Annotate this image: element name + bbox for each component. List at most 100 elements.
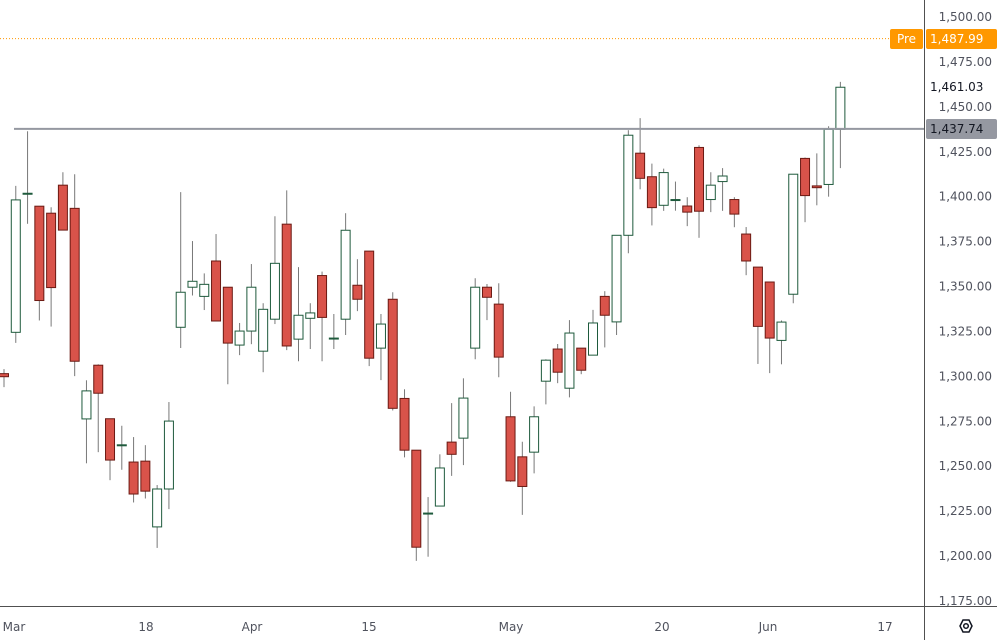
- candle-down[interactable]: [635, 152, 646, 179]
- candle-up[interactable]: [187, 280, 198, 288]
- candle-up[interactable]: [717, 175, 728, 183]
- time-tick-label: 18: [138, 620, 153, 634]
- price-tick-label: 1,275.00: [939, 414, 992, 428]
- price-tick-label: 1,350.00: [939, 280, 992, 294]
- candle-down[interactable]: [128, 461, 139, 495]
- candle-up[interactable]: [293, 314, 304, 340]
- candle-down[interactable]: [682, 205, 693, 213]
- candle-up[interactable]: [540, 359, 551, 382]
- time-tick-label: May: [499, 620, 524, 634]
- candle-up[interactable]: [470, 286, 481, 349]
- candle-up[interactable]: [269, 262, 280, 320]
- candle-down[interactable]: [505, 416, 516, 482]
- premarket-price-tag: 1,487.99: [926, 28, 997, 49]
- candle-down[interactable]: [317, 275, 328, 318]
- time-tick-label: 17: [877, 620, 892, 634]
- time-tick-label: Mar: [3, 620, 26, 634]
- candle-up[interactable]: [588, 322, 598, 356]
- candle-down[interactable]: [411, 449, 422, 548]
- candle-down[interactable]: [222, 286, 233, 344]
- price-tick-label: 1,375.00: [939, 235, 992, 249]
- candle-down[interactable]: [211, 260, 222, 322]
- candle-up[interactable]: [458, 397, 469, 439]
- candle-down[interactable]: [93, 364, 104, 394]
- candles-group: [0, 81, 846, 561]
- candle-up[interactable]: [81, 390, 92, 420]
- candle-up[interactable]: [564, 332, 575, 389]
- candle-up[interactable]: [163, 420, 174, 490]
- candle-down[interactable]: [0, 373, 9, 378]
- candle-down[interactable]: [281, 223, 292, 347]
- candle-up[interactable]: [10, 199, 21, 333]
- time-tick-label: 15: [361, 620, 376, 634]
- candle-up[interactable]: [340, 229, 351, 320]
- candle-down[interactable]: [46, 212, 57, 289]
- candle-up[interactable]: [246, 286, 257, 332]
- candle-up[interactable]: [835, 86, 846, 130]
- price-tick-label: 1,175.00: [939, 594, 992, 608]
- candle-down[interactable]: [729, 199, 740, 215]
- price-tick-label: 1,250.00: [939, 459, 992, 473]
- gear-hexagon-icon: [959, 619, 973, 633]
- candle-down[interactable]: [446, 441, 457, 455]
- candle-up[interactable]: [234, 330, 245, 346]
- candle-up[interactable]: [116, 444, 127, 447]
- candle-down[interactable]: [481, 286, 492, 298]
- candle-down[interactable]: [646, 176, 657, 209]
- candle-down[interactable]: [517, 456, 528, 487]
- candle-up[interactable]: [705, 184, 716, 201]
- candle-down[interactable]: [493, 303, 504, 358]
- candle-down[interactable]: [764, 281, 775, 339]
- candle-down[interactable]: [352, 284, 363, 300]
- candle-up[interactable]: [434, 467, 445, 507]
- premarket-badge: Pre: [890, 28, 923, 49]
- candle-down[interactable]: [69, 207, 80, 362]
- price-tick-label: 1,200.00: [939, 549, 992, 563]
- time-axis[interactable]: Mar 18 Apr 15 May 20 Jun 17: [3, 620, 893, 634]
- candle-down[interactable]: [34, 205, 45, 302]
- candle-up[interactable]: [152, 488, 163, 528]
- candle-down[interactable]: [364, 250, 375, 359]
- candle-down[interactable]: [105, 418, 116, 461]
- price-tick-label: 1,450.00: [939, 100, 992, 114]
- candle-up[interactable]: [22, 192, 33, 195]
- chart-settings-button[interactable]: [952, 614, 980, 638]
- candle-down[interactable]: [811, 185, 822, 189]
- price-tick-label: 1,325.00: [939, 324, 992, 338]
- candle-down[interactable]: [741, 233, 752, 262]
- candle-down[interactable]: [576, 347, 587, 371]
- candle-down[interactable]: [552, 348, 563, 373]
- candle-up[interactable]: [375, 323, 386, 349]
- candle-up[interactable]: [788, 173, 799, 295]
- candle-up[interactable]: [670, 199, 681, 202]
- candle-down[interactable]: [387, 298, 398, 409]
- candle-up[interactable]: [611, 234, 622, 323]
- candle-up[interactable]: [776, 321, 787, 341]
- price-axis[interactable]: 1,175.00 1,200.00 1,225.00 1,250.00 1,275.00…: [939, 10, 992, 608]
- candle-up[interactable]: [623, 134, 634, 236]
- time-tick-label: 20: [654, 620, 669, 634]
- candle-up[interactable]: [658, 172, 669, 206]
- candle-up[interactable]: [199, 283, 210, 297]
- candle-up[interactable]: [175, 291, 186, 328]
- price-tick-label: 1,300.00: [939, 369, 992, 383]
- candle-down[interactable]: [800, 157, 811, 197]
- candle-up[interactable]: [305, 312, 316, 319]
- price-tick-label: 1,425.00: [939, 145, 992, 159]
- candle-up[interactable]: [328, 337, 339, 340]
- candle-down[interactable]: [752, 266, 763, 327]
- candle-down[interactable]: [57, 184, 68, 231]
- candle-down[interactable]: [140, 460, 151, 492]
- price-tick-label: 1,500.00: [939, 10, 992, 24]
- candle-up[interactable]: [258, 308, 269, 352]
- price-tick-label: 1,225.00: [939, 504, 992, 518]
- candle-up[interactable]: [529, 416, 540, 453]
- candle-up[interactable]: [423, 512, 434, 515]
- candle-up[interactable]: [823, 128, 834, 185]
- candle-down[interactable]: [399, 397, 410, 451]
- horizontal-line-price-tag: 1,437.74: [926, 118, 997, 139]
- candle-down[interactable]: [599, 295, 610, 316]
- time-tick-label: Jun: [758, 620, 778, 634]
- candle-down[interactable]: [694, 146, 705, 212]
